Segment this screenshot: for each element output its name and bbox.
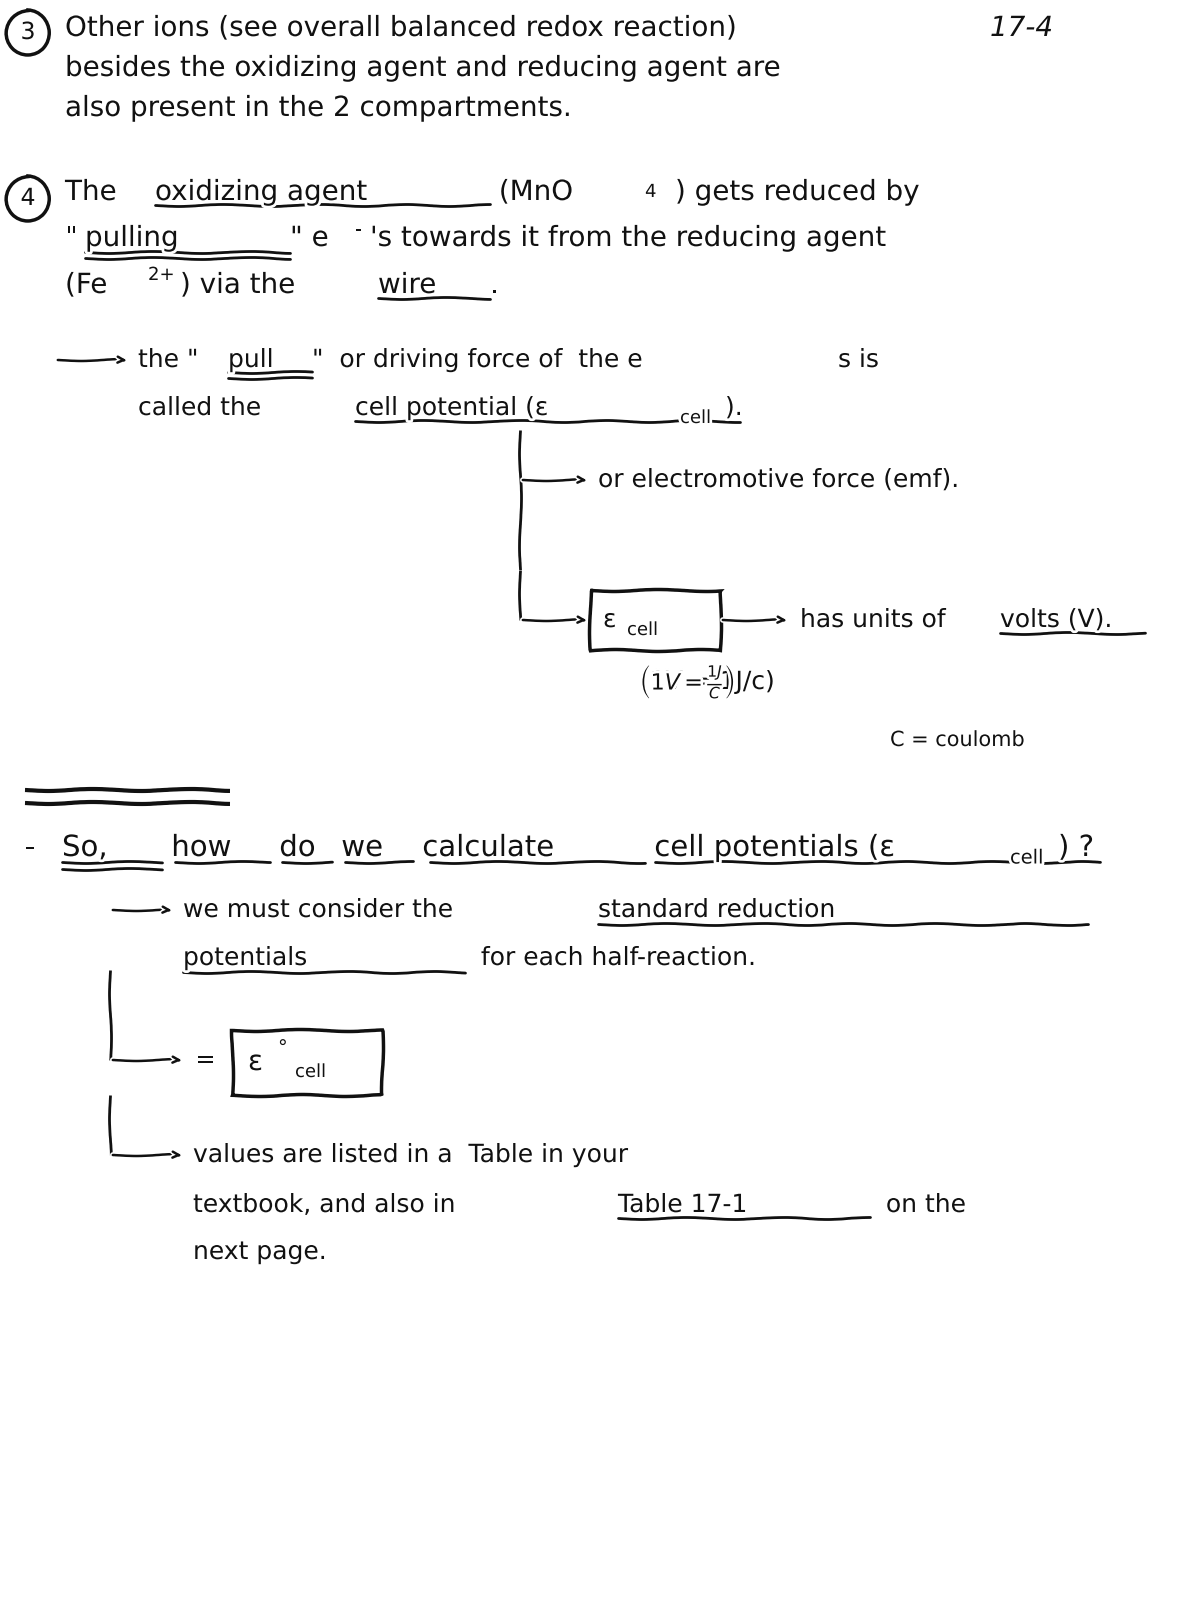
Text: cell: cell	[628, 622, 659, 639]
Text: .: .	[490, 271, 499, 299]
Text: textbook, and also in: textbook, and also in	[193, 1193, 472, 1217]
Text: C = coulomb: C = coulomb	[890, 730, 1025, 750]
Text: Table 17-1: Table 17-1	[618, 1193, 748, 1217]
Text: ": "	[65, 224, 78, 252]
Text: 2+: 2+	[148, 266, 174, 284]
Text: besides the oxidizing agent and reducing agent are: besides the oxidizing agent and reducing…	[65, 54, 781, 83]
Text: oxidizing agent: oxidizing agent	[155, 179, 367, 206]
Text: ε: ε	[248, 1048, 263, 1076]
Text: =: =	[194, 1048, 224, 1073]
Text: ) gets reduced by: ) gets reduced by	[674, 179, 919, 206]
Text: for each half-reaction.: for each half-reaction.	[466, 946, 757, 971]
Text: °: °	[278, 1039, 288, 1058]
Text: the ": the "	[138, 347, 198, 372]
Text: wire: wire	[378, 271, 437, 299]
Text: values are listed in a  Table in your: values are listed in a Table in your	[193, 1143, 629, 1167]
Text: we must consider the: we must consider the	[182, 898, 469, 922]
Text: $\left(1V = \frac{1J}{C}\right)$: $\left(1V = \frac{1J}{C}\right)$	[640, 664, 734, 701]
Text: called the: called the	[138, 396, 269, 420]
Text: -: -	[355, 221, 361, 239]
Text: s is: s is	[838, 347, 880, 372]
Text: So,: So,	[62, 834, 108, 862]
Text: how: how	[162, 834, 232, 862]
Text: 3: 3	[20, 19, 36, 44]
Text: we: we	[332, 834, 383, 862]
Text: (Fe: (Fe	[65, 271, 107, 299]
Text: cell: cell	[295, 1063, 326, 1081]
Text: standard reduction: standard reduction	[598, 898, 835, 922]
Bar	[590, 591, 720, 649]
Text: (1V = 1J/ᴄ): (1V = 1J/ᴄ)	[640, 670, 775, 695]
Bar	[232, 1031, 382, 1096]
Text: 4: 4	[20, 187, 36, 209]
Text: next page.: next page.	[193, 1240, 326, 1264]
Text: ).: ).	[725, 396, 743, 420]
Text: Other ions (see overall balanced redox reaction): Other ions (see overall balanced redox r…	[65, 15, 736, 42]
Text: cell potential (ε: cell potential (ε	[355, 396, 548, 420]
Text: ε: ε	[604, 609, 617, 631]
Text: potentials: potentials	[182, 946, 307, 971]
Text: has units of: has units of	[800, 609, 962, 631]
Text: The: The	[65, 179, 125, 206]
Text: ) via the: ) via the	[180, 271, 304, 299]
Text: -: -	[25, 834, 44, 862]
Text: cell: cell	[1010, 849, 1044, 868]
Text: "  or driving force of  the e: " or driving force of the e	[312, 347, 643, 372]
Text: cell potentials (ε: cell potentials (ε	[646, 834, 895, 862]
Text: also present in the 2 compartments.: also present in the 2 compartments.	[65, 94, 571, 122]
Text: cell: cell	[680, 409, 712, 427]
Text: " e: " e	[290, 224, 329, 252]
Text: ⁻: ⁻	[820, 341, 829, 359]
Text: or electromotive force (emf).: or electromotive force (emf).	[598, 467, 960, 492]
Text: calculate: calculate	[413, 834, 554, 862]
Text: on the: on the	[870, 1193, 966, 1217]
Text: pull: pull	[228, 347, 274, 372]
Text: (1V = 1ȷ/ᴄ): (1V = 1ȷ/ᴄ)	[640, 669, 774, 691]
Text: 17-4: 17-4	[990, 15, 1052, 42]
Text: volts (V).: volts (V).	[1000, 609, 1112, 631]
Text: 4: 4	[646, 183, 656, 201]
Text: pulling: pulling	[85, 224, 179, 252]
Text: ⁻: ⁻	[660, 177, 670, 195]
Text: ) ?: ) ?	[1058, 834, 1094, 862]
Text: 's towards it from the reducing agent: 's towards it from the reducing agent	[370, 224, 886, 252]
Text: (MnO: (MnO	[490, 179, 574, 206]
Text: do: do	[270, 834, 316, 862]
